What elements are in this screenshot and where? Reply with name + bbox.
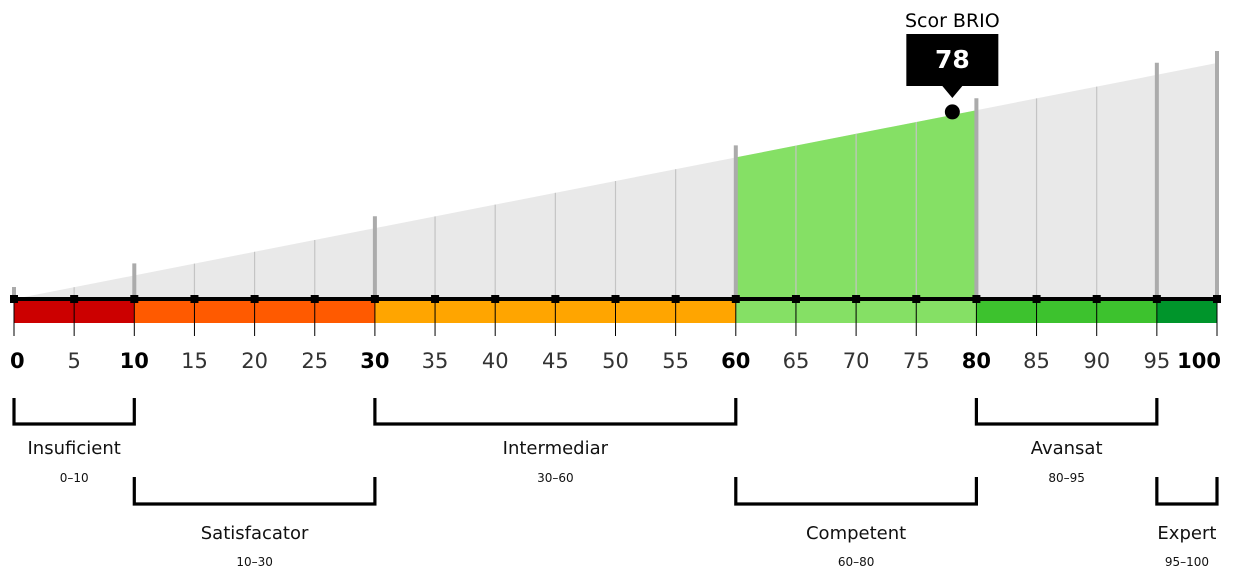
gridline-layer — [12, 51, 1219, 299]
tick-marker-45 — [551, 295, 560, 303]
tick-marker-35 — [431, 295, 440, 303]
tick-label-60: 60 — [721, 349, 750, 373]
tick-label-25: 25 — [301, 349, 328, 373]
tick-marker-50 — [611, 295, 620, 303]
tick-marker-90 — [1092, 295, 1101, 303]
tick-label-5: 5 — [67, 349, 80, 373]
band-name-expert: Expert — [1157, 523, 1216, 544]
tick-label-15: 15 — [181, 349, 208, 373]
tick-marker-80 — [972, 295, 981, 303]
tick-marker-95 — [1152, 295, 1161, 303]
tick-marker-65 — [791, 295, 800, 303]
bracket-expert — [1155, 477, 1219, 506]
tick-label-85: 85 — [1023, 349, 1050, 373]
bracket-insuficient — [12, 398, 136, 426]
band-avansat — [976, 299, 1157, 323]
tick-label-45: 45 — [542, 349, 569, 373]
tick-marker-25 — [310, 295, 319, 303]
band-name-intermediar: Intermediar — [503, 438, 609, 459]
tick-marker-55 — [671, 295, 680, 303]
axis-layer — [10, 295, 1221, 336]
band-range-competent: 60–80 — [838, 555, 875, 569]
tick-label-layer: 0 5 10 15 20 25 30 35 40 45 50 55 60 65 70 75 80 85 90 95 10… — [10, 349, 1221, 373]
tick-marker-60 — [731, 295, 740, 303]
tick-label-0: 0 — [10, 349, 25, 373]
score-value: 78 — [935, 45, 970, 74]
tick-marker-75 — [912, 295, 921, 303]
band-range-satisfacator: 10–30 — [236, 555, 273, 569]
tick-marker-10 — [130, 295, 139, 303]
band-range-avansat: 80–95 — [1048, 471, 1085, 485]
bracket-competent — [734, 477, 978, 506]
bracket-satisfacator — [132, 477, 377, 506]
tick-marker-30 — [370, 295, 379, 303]
tick-marker-40 — [491, 295, 500, 303]
tick-label-75: 75 — [903, 349, 930, 373]
score-title: Scor BRIO — [905, 10, 1000, 32]
tick-label-65: 65 — [783, 349, 810, 373]
tick-label-35: 35 — [422, 349, 449, 373]
tick-marker-15 — [190, 295, 199, 303]
band-range-intermediar: 30–60 — [537, 471, 574, 485]
tick-label-30: 30 — [360, 349, 389, 373]
tick-label-90: 90 — [1083, 349, 1110, 373]
band-name-avansat: Avansat — [1031, 438, 1103, 459]
tick-marker-5 — [70, 295, 79, 303]
bracket-avansat — [974, 398, 1159, 426]
tick-label-95: 95 — [1143, 349, 1170, 373]
tick-marker-70 — [852, 295, 861, 303]
score-marker-layer: Scor BRIO 78 — [905, 10, 1000, 120]
band-name-insuficient: Insuficient — [28, 438, 121, 459]
score-marker — [944, 104, 960, 120]
tick-marker-85 — [1032, 295, 1041, 303]
tick-label-80: 80 — [962, 349, 991, 373]
band-bracket-layer: Insuficient 0–10 Satisfacator 10–30 Intermed… — [12, 398, 1219, 569]
tick-label-100: 100 — [1177, 349, 1221, 373]
bracket-intermediar — [373, 398, 738, 426]
tick-marker-100 — [1213, 295, 1221, 303]
tick-label-55: 55 — [662, 349, 689, 373]
tick-label-70: 70 — [843, 349, 870, 373]
band-name-competent: Competent — [806, 523, 906, 544]
tick-label-20: 20 — [241, 349, 268, 373]
band-range-insuficient: 0–10 — [60, 471, 89, 485]
score-callout-box — [906, 34, 999, 98]
band-expert — [1156, 299, 1217, 323]
tick-label-40: 40 — [482, 349, 509, 373]
tick-label-50: 50 — [602, 349, 629, 373]
tick-marker-20 — [250, 295, 259, 303]
tick-marker-0 — [10, 295, 18, 303]
tick-label-10: 10 — [120, 349, 149, 373]
band-name-satisfacator: Satisfacator — [201, 523, 309, 544]
band-range-expert: 95–100 — [1165, 555, 1209, 569]
